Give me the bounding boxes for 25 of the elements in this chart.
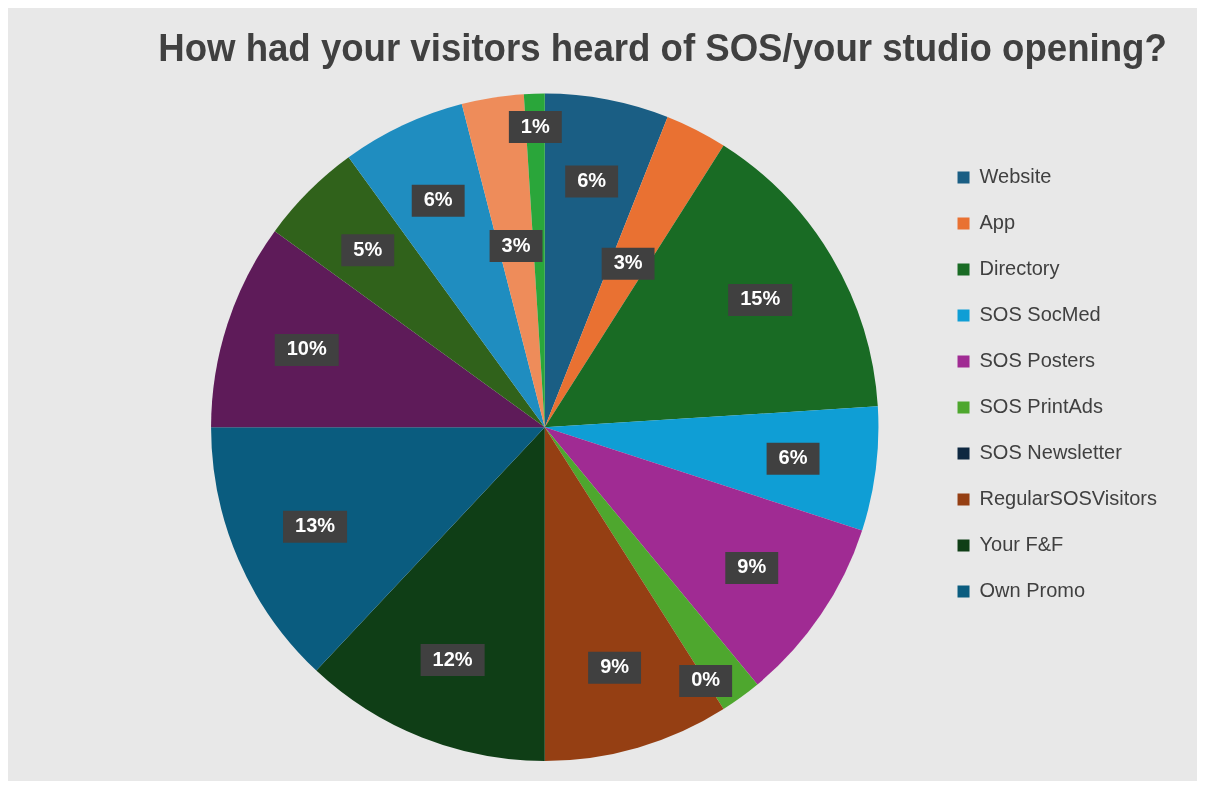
data-label: 10% xyxy=(286,337,327,360)
data-label: 9% xyxy=(600,655,630,678)
data-label: 6% xyxy=(423,188,453,211)
legend-label: SOS SocMed xyxy=(979,303,1101,326)
legend-label: RegularSOSVisitors xyxy=(979,487,1157,510)
data-label: 1% xyxy=(520,114,550,137)
data-label: 9% xyxy=(737,555,767,578)
legend-label: Own Promo xyxy=(979,579,1086,602)
data-label: 3% xyxy=(501,233,531,256)
data-label: 6% xyxy=(577,168,607,191)
data-label: 5% xyxy=(353,237,383,260)
legend-label: Your F&F xyxy=(979,533,1064,556)
legend-label: Website xyxy=(979,165,1052,188)
chart-title: How had your visitors heard of SOS/your studio opening? xyxy=(158,26,1167,70)
data-label: 3% xyxy=(613,251,643,274)
legend-label: SOS PrintAds xyxy=(979,395,1103,418)
legend-label: App xyxy=(979,211,1016,234)
text: 0% xyxy=(691,668,721,691)
legend-label: SOS Newsletter xyxy=(979,441,1123,464)
data-label: 13% xyxy=(295,514,336,537)
data-label: 12% xyxy=(432,647,473,670)
legend-label: SOS Posters xyxy=(979,349,1096,372)
data-label: 6% xyxy=(778,446,808,469)
data-label: 15% xyxy=(740,287,781,310)
legend-label: Directory xyxy=(979,257,1060,280)
